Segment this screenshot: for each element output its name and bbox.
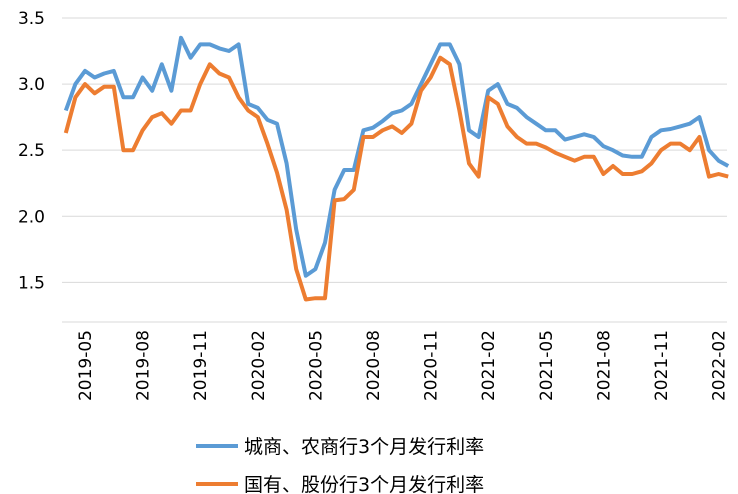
y-tick-label: 2.0 bbox=[18, 207, 45, 227]
x-tick-label: 2019-08 bbox=[134, 330, 154, 401]
x-tick-label: 2020-02 bbox=[249, 330, 269, 401]
series-line bbox=[63, 55, 729, 302]
legend-label: 城商、农商行3个月发行利率 bbox=[244, 436, 484, 458]
y-tick-label: 3.0 bbox=[18, 75, 45, 95]
series-line bbox=[63, 35, 730, 278]
y-tick-label: 2.5 bbox=[18, 141, 45, 161]
x-tick-label: 2021-05 bbox=[537, 330, 557, 401]
x-tick-label: 2020-08 bbox=[364, 330, 384, 401]
x-tick-label: 2019-11 bbox=[191, 330, 211, 401]
x-tick-label: 2021-08 bbox=[594, 330, 614, 401]
x-tick-label: 2021-11 bbox=[652, 330, 672, 401]
y-tick-label: 3.5 bbox=[18, 9, 45, 29]
legend-label: 国有、股份行3个月发行利率 bbox=[244, 474, 484, 494]
x-tick-label: 2019-05 bbox=[76, 330, 96, 401]
x-tick-label: 2020-05 bbox=[306, 330, 326, 401]
x-tick-label: 2020-11 bbox=[422, 330, 442, 401]
x-tick-label: 2021-02 bbox=[479, 330, 499, 401]
y-tick-label: 1.5 bbox=[18, 273, 45, 293]
x-tick-label: 2022-02 bbox=[710, 330, 730, 401]
